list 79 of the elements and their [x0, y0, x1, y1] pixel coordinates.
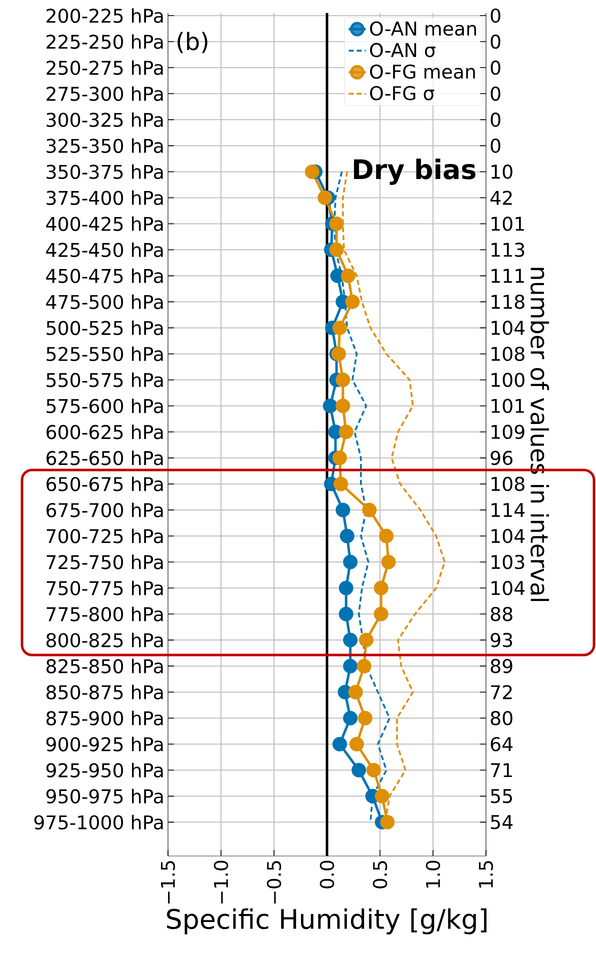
y2-tick-label: 100 — [492, 372, 524, 388]
y2-tick-label: 118 — [492, 294, 524, 309]
y-tick-label: 900-925 hPa — [46, 736, 163, 752]
y-tick-label: 350-375 hPa — [46, 164, 163, 180]
y2-tick-label: 0 — [490, 86, 500, 101]
y2-tick-label: 88 — [490, 606, 512, 622]
x-axis-title: Specific Humidity [g/kg] — [167, 908, 486, 934]
legend-label: O-AN mean — [370, 21, 476, 36]
y-tick-label: 200-225 hPa — [46, 8, 163, 23]
x-tick-label: 0.0 — [320, 860, 334, 888]
y2-tick-label: 108 — [492, 476, 524, 492]
y-tick-label: 850-875 hPa — [46, 684, 163, 700]
legend-label: O-FG σ — [370, 86, 434, 100]
x-tick-label: −1.5 — [160, 861, 176, 904]
y2-tick-label: 80 — [490, 710, 512, 726]
y-tick-label: 550-575 hPa — [46, 372, 163, 388]
y2-tick-label: 113 — [492, 242, 524, 257]
y-tick-label: 800-825 hPa — [46, 632, 163, 648]
y2-tick-label: 93 — [490, 632, 512, 648]
y2-tick-label: 0 — [490, 112, 500, 127]
y2-tick-label: 0 — [490, 34, 500, 49]
x-tick-label: −0.5 — [266, 861, 282, 904]
annotation: (b) — [178, 32, 208, 54]
y-tick-label: 275-300 hPa — [46, 86, 163, 101]
y-tick-label: 750-775 hPa — [46, 580, 163, 596]
annotation: Dry bias — [354, 158, 476, 185]
y2-tick-label: 108 — [492, 346, 524, 362]
y2-tick-label: 0 — [490, 138, 500, 153]
y-tick-label: 725-750 hPa — [46, 554, 163, 570]
y2-tick-label: 10 — [492, 164, 512, 179]
y2-tick-label: 64 — [490, 736, 513, 752]
y-tick-label: 525-550 hPa — [46, 346, 163, 362]
y-tick-label: 475-500 hPa — [46, 294, 163, 310]
y2-axis-title: number of values in interval — [530, 268, 549, 602]
y-tick-label: 600-625 hPa — [46, 424, 163, 440]
y2-tick-label: 96 — [490, 450, 512, 466]
y2-tick-label: 109 — [492, 424, 524, 440]
x-tick-label: −1.0 — [214, 860, 228, 904]
y-tick-label: 300-325 hPa — [46, 112, 163, 127]
y2-tick-label: 101 — [492, 216, 524, 231]
y2-tick-label: 103 — [492, 554, 524, 570]
y-tick-label: 975-1000 hPa — [34, 814, 163, 830]
y2-tick-label: 111 — [492, 268, 524, 283]
y-tick-label: 425-450 hPa — [46, 242, 163, 258]
y2-tick-label: 71 — [491, 763, 512, 778]
y2-tick-label: 101 — [492, 398, 524, 414]
y2-tick-label: 104 — [492, 320, 525, 335]
y2-tick-label: 89 — [490, 658, 512, 674]
y-tick-label: 925-950 hPa — [46, 762, 163, 778]
y2-tick-label: 0 — [490, 60, 500, 75]
legend-label: O-AN σ — [370, 42, 436, 58]
y2-tick-label: 72 — [491, 685, 512, 700]
y-tick-label: 400-425 hPa — [46, 216, 163, 232]
y-tick-label: 575-600 hPa — [46, 398, 163, 414]
y-tick-label: 650-675 hPa — [46, 476, 163, 492]
y-tick-label: 500-525 hPa — [46, 320, 163, 336]
y2-tick-label: 55 — [490, 789, 512, 804]
y-tick-label: 700-725 hPa — [46, 528, 163, 544]
y-tick-label: 825-850 hPa — [46, 658, 163, 674]
legend-label: O-FG mean — [370, 64, 475, 79]
x-tick-label: 0.5 — [372, 861, 388, 888]
y-tick-label: 250-275 hPa — [46, 60, 163, 75]
x-tick-label: 1.5 — [478, 861, 494, 888]
x-tick-label: 1.0 — [426, 860, 440, 888]
y2-tick-label: 104 — [492, 580, 525, 596]
y-tick-label: 675-700 hPa — [46, 502, 163, 518]
y2-tick-label: 42 — [490, 190, 512, 205]
y-tick-label: 375-400 hPa — [46, 190, 163, 206]
y2-tick-label: 114 — [492, 503, 525, 517]
y-tick-label: 625-650 hPa — [46, 450, 163, 466]
y-tick-label: 875-900 hPa — [46, 710, 163, 726]
y-tick-label: 775-800 hPa — [46, 606, 163, 622]
y-tick-label: 450-475 hPa — [46, 268, 163, 284]
y-tick-label: 950-975 hPa — [46, 788, 163, 804]
y-tick-label: 325-350 hPa — [46, 138, 163, 154]
y2-tick-label: 0 — [490, 8, 500, 23]
y-tick-label: 225-250 hPa — [46, 34, 163, 49]
y2-tick-label: 104 — [492, 528, 525, 544]
y2-tick-label: 54 — [490, 815, 513, 830]
